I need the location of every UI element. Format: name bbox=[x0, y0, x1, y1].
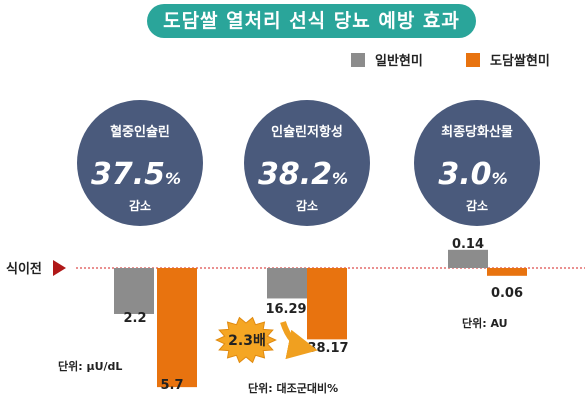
callout-arrow bbox=[280, 321, 318, 360]
bar-3-dodam bbox=[487, 268, 527, 276]
chart-title: 도담쌀 열처리 선식 당뇨 예방 효과 bbox=[147, 4, 476, 38]
bar-label-1-general: 2.2 bbox=[123, 311, 146, 326]
unit-label-3: 단위: AU bbox=[462, 316, 508, 330]
metric-change-word-2: 감소 bbox=[296, 198, 318, 213]
metric-change-word-1: 감소 bbox=[129, 198, 151, 213]
unit-label-1: 단위: μU/dL bbox=[58, 359, 122, 373]
callout-text: 2.3배 bbox=[228, 333, 266, 349]
metric-name-1: 혈중인슐린 bbox=[110, 124, 170, 140]
bar-2-dodam bbox=[307, 268, 347, 340]
legend-label-general: 일반현미 bbox=[375, 54, 423, 69]
metric-change-2: 38.2% bbox=[258, 157, 348, 192]
baseline-label: 식이전 bbox=[6, 261, 42, 277]
legend-item-dodam: 도담쌀현미 bbox=[466, 50, 550, 69]
bar-2-general bbox=[267, 268, 307, 299]
bar-label-1-dodam: 5.7 bbox=[160, 378, 183, 393]
bar-label-2-dodam: 38.17 bbox=[307, 341, 348, 356]
bar-label-2-general: 16.29 bbox=[265, 302, 306, 317]
legend-swatch-general bbox=[351, 53, 365, 67]
metric-circle-1 bbox=[77, 100, 203, 226]
bar-1-general bbox=[114, 268, 154, 314]
legend-label-dodam: 도담쌀현미 bbox=[490, 54, 550, 69]
legend-swatch-dodam bbox=[466, 53, 480, 67]
unit-label-2: 단위: 대조군대비% bbox=[248, 381, 338, 395]
baseline-marker bbox=[53, 260, 66, 276]
callout-burst: 2.3배 bbox=[215, 316, 277, 364]
legend-item-general: 일반현미 bbox=[351, 50, 423, 69]
bar-label-3-dodam: 0.06 bbox=[491, 286, 523, 301]
metric-circle-2 bbox=[244, 100, 370, 226]
bar-label-3-general: 0.14 bbox=[452, 237, 484, 252]
metric-change-word-3: 감소 bbox=[466, 198, 488, 213]
metric-name-3: 최종당화산물 bbox=[441, 124, 513, 140]
bar-3-general bbox=[448, 249, 488, 268]
bar-1-dodam bbox=[157, 268, 197, 388]
metric-name-2: 인슐린저항성 bbox=[271, 124, 343, 140]
metric-circle-3 bbox=[414, 100, 540, 226]
